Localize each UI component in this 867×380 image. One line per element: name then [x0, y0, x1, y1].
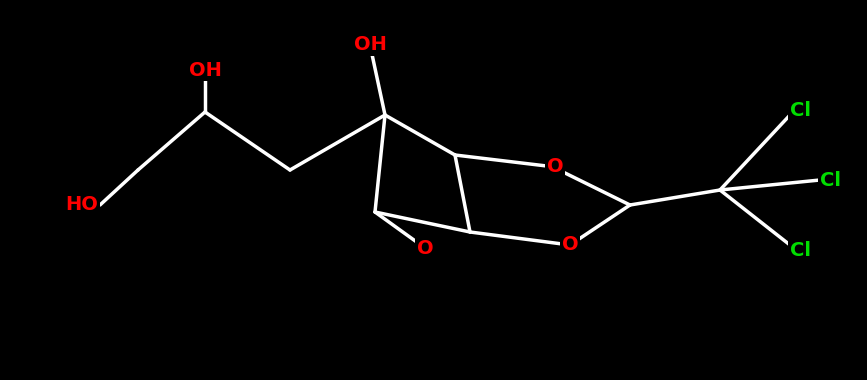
- Text: OH: OH: [354, 35, 387, 54]
- Text: HO: HO: [65, 195, 98, 214]
- Text: Cl: Cl: [790, 100, 811, 119]
- Text: O: O: [547, 157, 564, 176]
- Text: O: O: [562, 236, 578, 255]
- Text: O: O: [417, 239, 434, 258]
- Text: Cl: Cl: [790, 241, 811, 260]
- Text: OH: OH: [188, 60, 221, 79]
- Text: Cl: Cl: [820, 171, 841, 190]
